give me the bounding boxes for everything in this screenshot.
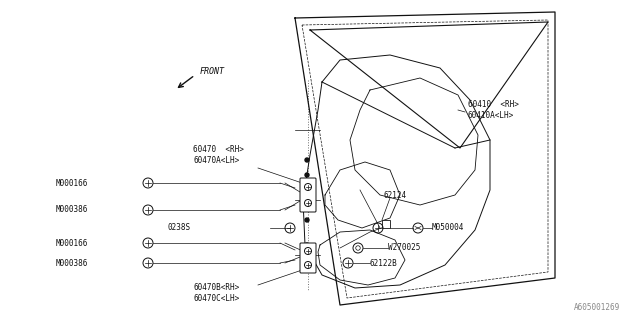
Text: 62122B: 62122B — [370, 259, 397, 268]
Text: 60470B<RH>
60470C<LH>: 60470B<RH> 60470C<LH> — [193, 283, 239, 303]
Text: M000386: M000386 — [56, 205, 88, 214]
Text: FRONT: FRONT — [200, 68, 225, 76]
Text: A605001269: A605001269 — [573, 303, 620, 312]
Text: M050004: M050004 — [432, 222, 465, 231]
Text: 62124: 62124 — [384, 191, 407, 201]
Bar — [382, 220, 390, 228]
Text: 60470  <RH>
60470A<LH>: 60470 <RH> 60470A<LH> — [193, 145, 244, 165]
FancyBboxPatch shape — [300, 178, 316, 212]
Text: M000166: M000166 — [56, 179, 88, 188]
Text: 60410  <RH>
60410A<LH>: 60410 <RH> 60410A<LH> — [468, 100, 519, 120]
Text: W270025: W270025 — [388, 244, 420, 252]
Circle shape — [305, 218, 309, 222]
Text: 0238S: 0238S — [168, 223, 191, 233]
FancyBboxPatch shape — [300, 243, 316, 273]
Circle shape — [305, 173, 309, 177]
Circle shape — [305, 258, 309, 262]
Circle shape — [305, 158, 309, 162]
Text: M000386: M000386 — [56, 259, 88, 268]
Text: M000166: M000166 — [56, 238, 88, 247]
Circle shape — [305, 243, 309, 247]
Circle shape — [305, 193, 309, 197]
